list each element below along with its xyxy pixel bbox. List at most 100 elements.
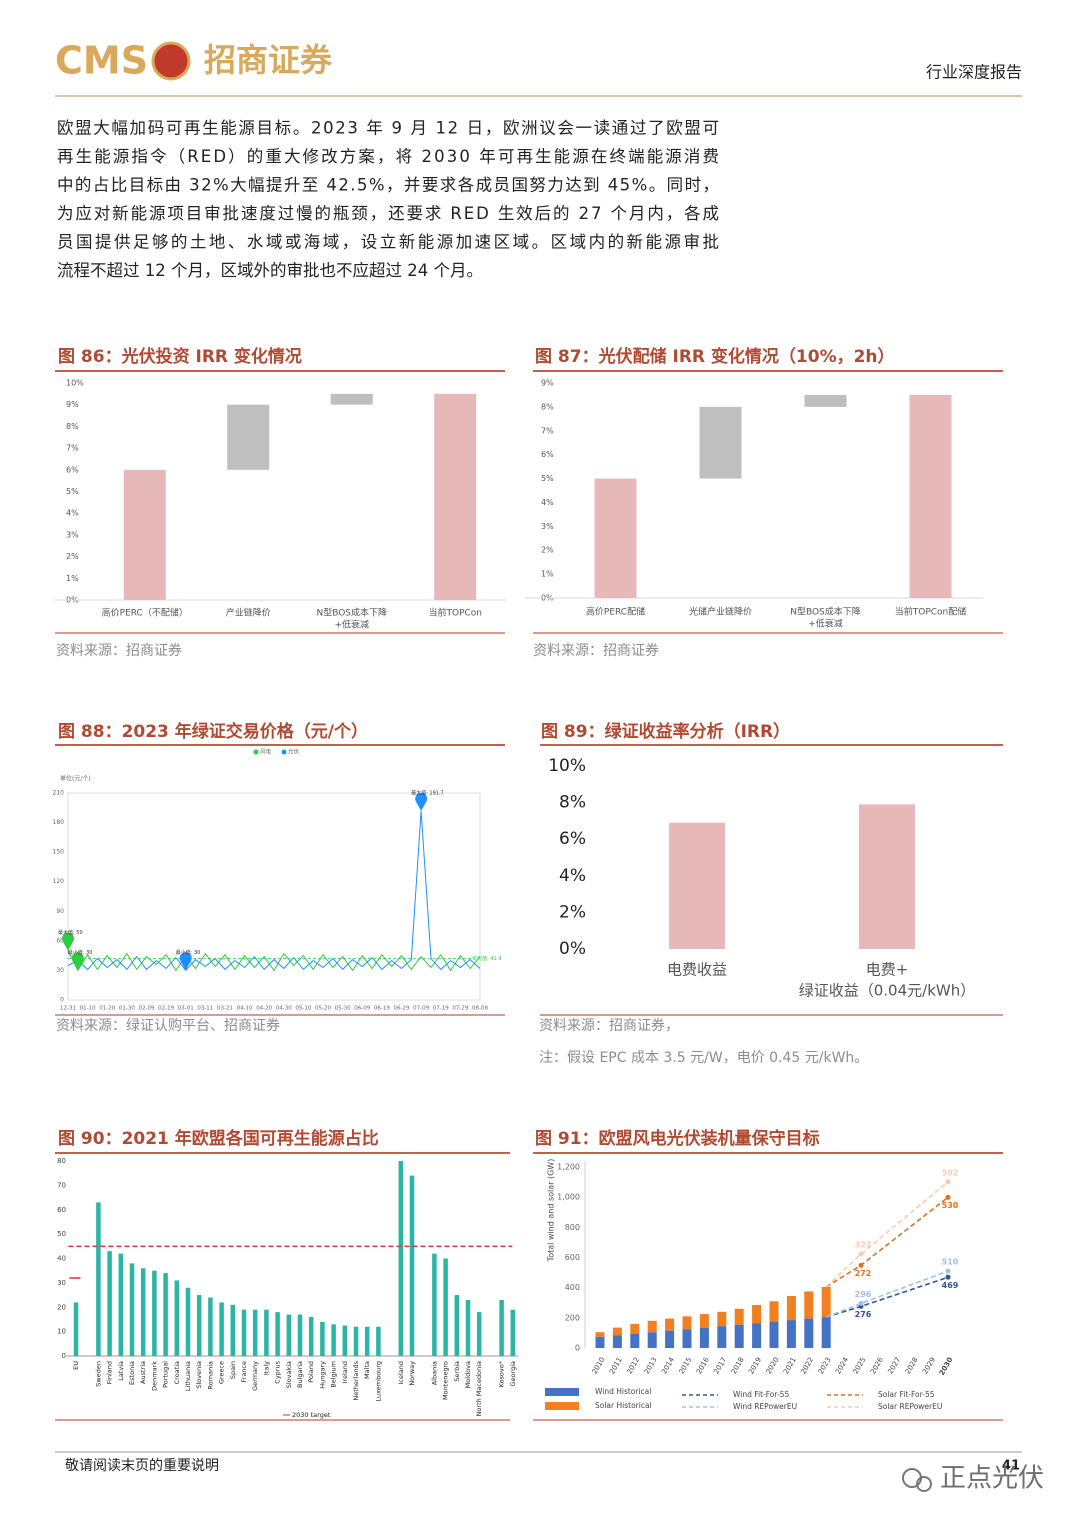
series-line	[67, 950, 481, 972]
y-tick-label: 4%	[541, 498, 554, 507]
annotation-pin	[71, 952, 84, 971]
x-tick-label: 05-30	[335, 1006, 351, 1012]
y-tick-label: 60	[57, 1206, 66, 1214]
projection-point	[945, 1274, 951, 1280]
report-type: 行业深度报告	[926, 63, 1022, 82]
y-tick-label: 10	[57, 1328, 66, 1336]
x-tick-label: Slovenia	[195, 1361, 203, 1389]
x-tick-label: Finland	[106, 1361, 114, 1384]
x-tick-label: 当前TOPCon配储	[895, 606, 967, 618]
y-tick-label: 0	[60, 997, 64, 1004]
y-tick-label: 1,000	[557, 1193, 580, 1202]
legend-label: Solar Fit-For-55	[878, 1390, 935, 1399]
x-tick-label: 03-01	[178, 1006, 194, 1012]
x-tick-label: Georgia	[509, 1361, 517, 1387]
x-tick-label: +低衰减	[808, 618, 843, 630]
x-tick-label: 07-29	[452, 1006, 468, 1012]
y-tick-label: 7%	[541, 426, 554, 435]
legend-label: Solar Historical	[595, 1401, 652, 1410]
y-tick-label: 150	[53, 849, 65, 856]
bar-segment	[665, 1330, 675, 1348]
bar	[152, 1270, 157, 1356]
paragraph-line: 中的占比目标由 32%大幅提升至 42.5%，并要求各成员国努力达到 45%。同…	[57, 176, 719, 195]
watermark-icon	[916, 1476, 932, 1492]
x-tick-label: 02-19	[158, 1006, 174, 1012]
y-tick-label: 800	[565, 1223, 580, 1232]
y-tick-label: 8%	[541, 402, 554, 411]
bar	[140, 1268, 146, 1356]
bar	[331, 1324, 336, 1356]
data-label: 469	[942, 1281, 959, 1290]
x-tick-label: Kosovo*	[498, 1360, 506, 1387]
waterfall-bar	[123, 469, 166, 600]
waterfall-bar	[594, 478, 637, 598]
y-tick-label: 200	[565, 1313, 580, 1322]
y-tick-label: 50	[57, 1230, 66, 1238]
bar	[107, 1251, 112, 1356]
y-tick-label: 3%	[541, 522, 554, 531]
x-tick-label: France	[240, 1361, 248, 1383]
x-tick-label: 03-21	[217, 1006, 233, 1012]
y-tick-label: 3%	[66, 530, 79, 539]
bar-segment	[821, 1317, 831, 1348]
y-tick-label: 7%	[66, 444, 79, 453]
waterfall-bar	[699, 406, 742, 479]
x-tick-label: 高价PERC（不配储）	[102, 607, 188, 619]
chart-title: 图 90：2021 年欧盟各国可再生能源占比	[58, 1128, 379, 1149]
bar-segment	[682, 1316, 692, 1330]
bar-segment	[734, 1324, 744, 1348]
x-tick-label: 06-09	[354, 1006, 370, 1012]
y-tick-label: 1,200	[557, 1163, 580, 1172]
x-tick-label: Malta	[363, 1361, 371, 1379]
x-tick-label: N型BOS成本下降	[316, 607, 387, 619]
y-tick-label: 60	[56, 937, 64, 944]
x-tick-label: 03-11	[197, 1006, 213, 1012]
x-tick-label: Lithuania	[184, 1361, 192, 1391]
x-tick-label: 04-10	[237, 1006, 253, 1012]
bar-segment	[734, 1308, 744, 1325]
x-tick-label: Germany	[251, 1361, 259, 1391]
logo-emblem	[151, 41, 191, 81]
source: 资料来源：招商证券，	[539, 1018, 679, 1034]
average-label: 平均值: 41.9	[472, 955, 501, 962]
y-tick-label: 10%	[66, 379, 84, 388]
x-tick-label: Iceland	[397, 1361, 405, 1385]
bar	[465, 1299, 471, 1356]
x-tick-label: 绿证收益（0.04元/kWh）	[799, 982, 975, 1000]
data-label: 510	[942, 1258, 959, 1267]
x-tick-label: 当前TOPCon	[428, 607, 482, 619]
x-tick-label: Netherlands	[352, 1360, 360, 1400]
footer-notice: 敬请阅读末页的重要说明	[65, 1457, 219, 1474]
data-label: 592	[942, 1168, 959, 1177]
plot-frame	[67, 792, 481, 1001]
bar	[163, 1273, 168, 1356]
waterfall-bar	[227, 404, 270, 470]
x-tick-label: Hungary	[318, 1361, 326, 1389]
projection-line	[825, 1270, 949, 1318]
legend-label: Wind REPowerEU	[733, 1402, 797, 1411]
x-tick-label: 01-10	[80, 1006, 96, 1012]
bar-segment	[595, 1336, 605, 1348]
bar-segment	[699, 1314, 709, 1328]
bar	[73, 1302, 79, 1356]
x-tick-label: Albania	[430, 1361, 438, 1385]
y-tick-label: 20	[57, 1303, 66, 1311]
note: 注：假设 EPC 成本 3.5 元/W，电价 0.45 元/kWh。	[539, 1050, 868, 1066]
axis-title: 单位(元/个)	[60, 775, 91, 783]
y-tick-label: 70	[57, 1181, 66, 1189]
logo-cn: 招商证券	[204, 41, 333, 79]
paragraph-line: 员国提供足够的土地、水域或海域，设立新能源加速区域。区域内的新能源审批	[57, 233, 719, 252]
x-tick-label: 01-30	[119, 1006, 135, 1012]
chart-title: 图 86：光伏投资 IRR 变化情况	[58, 346, 302, 367]
bar-segment	[630, 1333, 640, 1348]
x-tick-label: Greece	[218, 1361, 226, 1384]
bar	[297, 1314, 303, 1356]
y-tick-label: 9%	[541, 379, 554, 388]
y-tick-label: 6%	[541, 450, 554, 459]
y-tick-label: 210	[53, 790, 65, 797]
paragraph-line: 欧盟大幅加码可再生能源目标。2023 年 9 月 12 日，欧洲议会一读通过了欧…	[57, 119, 719, 138]
x-tick-label: EU	[72, 1361, 80, 1370]
y-tick-label: 120	[53, 878, 65, 885]
bar-segment	[647, 1320, 657, 1333]
